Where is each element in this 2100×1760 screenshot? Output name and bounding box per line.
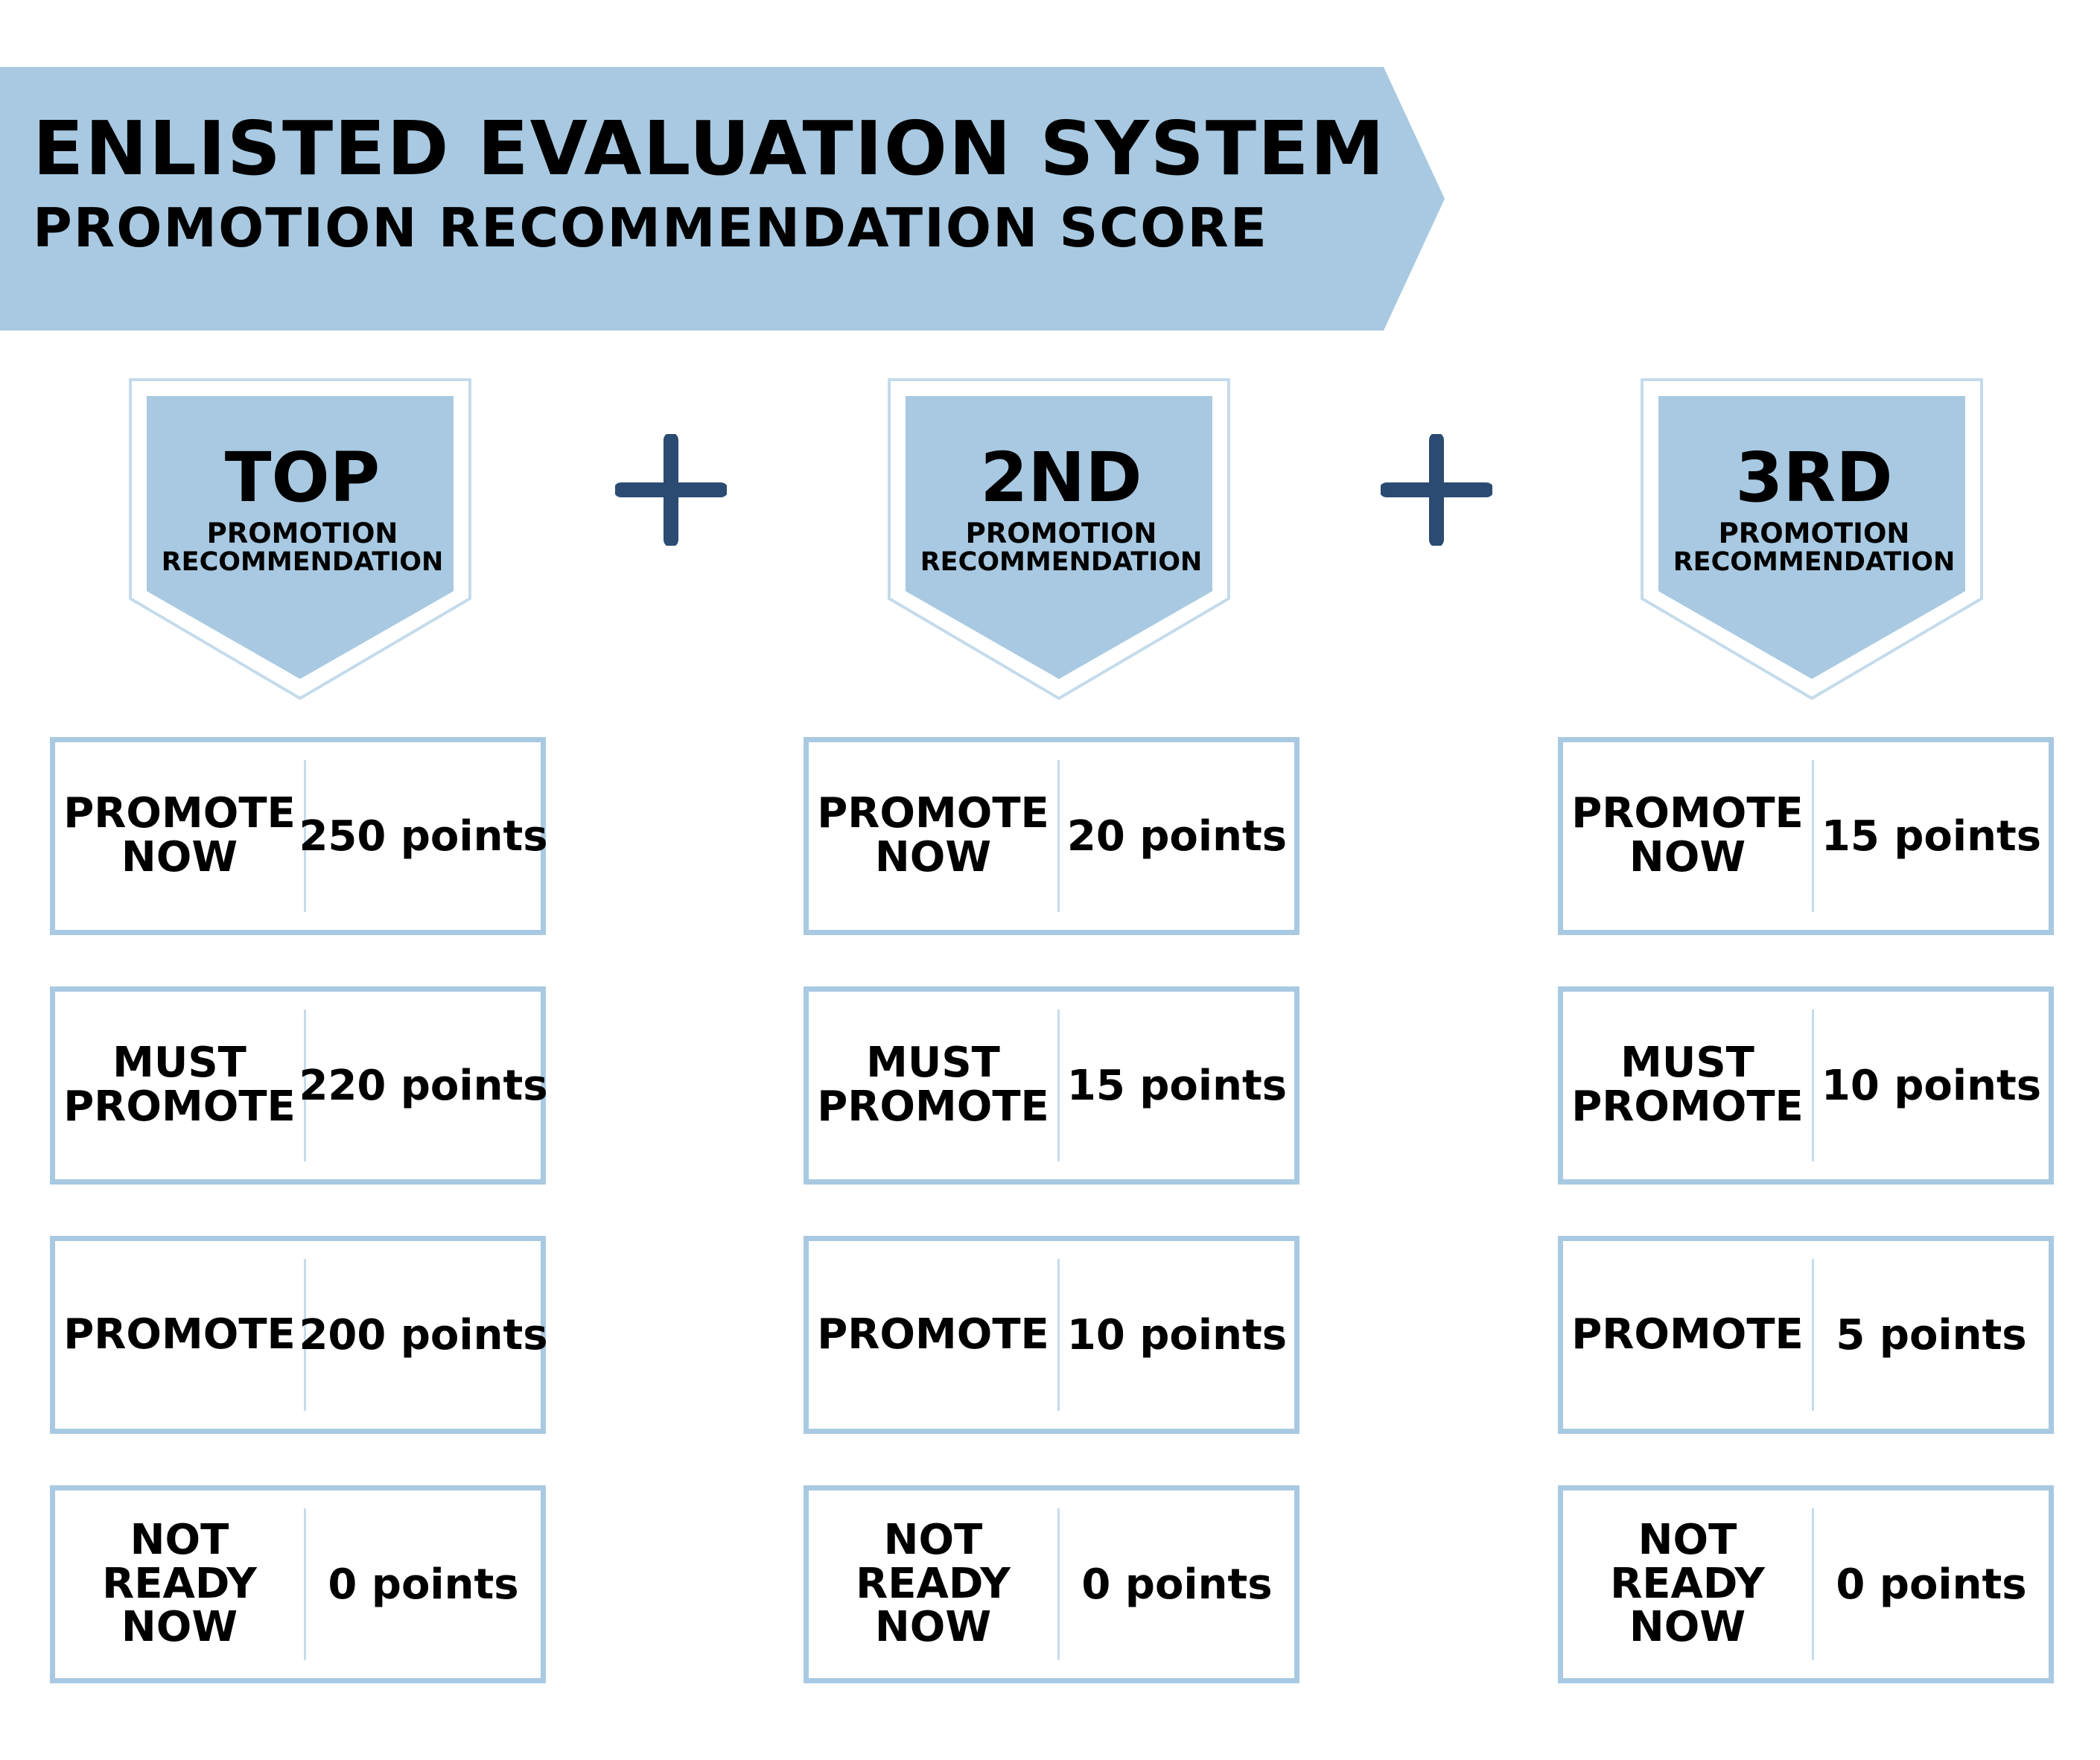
label-line: NOT <box>1638 1515 1737 1564</box>
page-subtitle: PROMOTION RECOMMENDATION SCORE <box>33 197 1268 259</box>
points-value: 0 points <box>328 1560 519 1609</box>
points-value: 15 points <box>1066 1061 1288 1110</box>
shield-3rd: 3RD PROMOTION RECOMMENDATION <box>1641 378 1988 700</box>
recommendation-label: MUST PROMOTE <box>55 992 304 1179</box>
card-divider <box>304 1259 306 1411</box>
shield-line-2: RECOMMENDATION <box>161 547 444 577</box>
card-divider <box>1812 1259 1814 1411</box>
score-card-promote-now: PROMOTE NOW 20 points <box>804 737 1299 935</box>
label-line: PROMOTE <box>817 1310 1049 1359</box>
shield-rank: 2ND <box>980 438 1142 517</box>
recommendation-label: MUST PROMOTE <box>1563 992 1812 1179</box>
points-value: 10 points <box>1821 1061 2042 1110</box>
score-card-must-promote: MUST PROMOTE 15 points <box>804 986 1299 1185</box>
score-card-promote-now: PROMOTE NOW 250 points <box>50 737 548 935</box>
shield-line-1: PROMOTION <box>965 517 1157 549</box>
shield-rank: TOP <box>224 438 381 517</box>
label-line: PROMOTE <box>1571 789 1804 838</box>
label-line: NOT <box>883 1515 983 1564</box>
page-title: ENLISTED EVALUATION SYSTEM <box>33 105 1386 192</box>
label-line: NOT <box>130 1515 229 1564</box>
card-divider <box>1812 760 1814 912</box>
shield-line-1: PROMOTION <box>1718 517 1910 549</box>
recommendation-label: NOT READY NOW <box>1563 1490 1812 1678</box>
card-divider <box>1057 1259 1060 1411</box>
card-divider <box>1057 1508 1060 1660</box>
score-card-must-promote: MUST PROMOTE 220 points <box>50 986 548 1185</box>
card-divider <box>1057 1010 1060 1161</box>
shield-shape-icon <box>129 378 471 700</box>
score-card-not-ready-now: NOT READY NOW 0 points <box>804 1485 1299 1683</box>
label-line: PROMOTE <box>817 789 1049 838</box>
recommendation-label: PROMOTE NOW <box>809 742 1057 930</box>
label-line: NOW <box>1629 833 1746 881</box>
score-card-must-promote: MUST PROMOTE 10 points <box>1558 986 2054 1185</box>
label-line: MUST <box>1620 1039 1754 1088</box>
header-banner <box>0 67 1445 331</box>
label-line: PROMOTE <box>63 789 296 838</box>
label-line: PROMOTE <box>817 1083 1049 1131</box>
recommendation-label: PROMOTE <box>55 1241 304 1429</box>
shield-shape-icon <box>1641 378 1983 700</box>
label-line: NOW <box>874 1603 992 1652</box>
shield-rank: 3RD <box>1735 438 1893 517</box>
recommendation-label: PROMOTE <box>809 1241 1057 1429</box>
recommendation-label: MUST PROMOTE <box>809 992 1057 1179</box>
plus-icon <box>615 434 727 546</box>
score-card-promote: PROMOTE 200 points <box>50 1236 548 1434</box>
label-line: PROMOTE <box>1571 1083 1804 1131</box>
recommendation-label: PROMOTE <box>1563 1241 1812 1429</box>
points-value: 20 points <box>1066 812 1288 861</box>
label-line: NOW <box>1629 1603 1746 1652</box>
card-divider <box>1812 1010 1814 1161</box>
shield-line-2: RECOMMENDATION <box>1673 547 1956 577</box>
label-line: NOW <box>121 833 238 881</box>
points-value: 15 points <box>1821 812 2042 861</box>
label-line: PROMOTE <box>1571 1310 1804 1359</box>
score-card-not-ready-now: NOT READY NOW 0 points <box>50 1485 546 1683</box>
points-value: 250 points <box>299 812 548 861</box>
points-value: 10 points <box>1066 1310 1288 1359</box>
card-divider <box>1057 760 1060 912</box>
shield-line-1: PROMOTION <box>206 517 398 549</box>
points-value: 0 points <box>1081 1560 1273 1609</box>
card-divider <box>304 760 306 912</box>
recommendation-label: NOT READY NOW <box>55 1490 304 1678</box>
label-line: READY <box>856 1559 1011 1608</box>
shield-2nd: 2ND PROMOTION RECOMMENDATION <box>888 378 1235 700</box>
points-value: 5 points <box>1836 1310 2027 1359</box>
shield-shape-icon <box>888 378 1230 700</box>
score-card-promote-now: PROMOTE NOW 15 points <box>1558 737 2054 935</box>
shield-top: TOP PROMOTION RECOMMENDATION <box>129 378 476 700</box>
label-line: PROMOTE <box>63 1310 296 1359</box>
label-line: MUST <box>866 1039 1000 1088</box>
plus-icon <box>1381 434 1492 546</box>
card-divider <box>304 1508 306 1660</box>
score-card-promote: PROMOTE 5 points <box>1558 1236 2054 1434</box>
points-value: 0 points <box>1836 1560 2027 1609</box>
label-line: PROMOTE <box>63 1083 296 1131</box>
recommendation-label: NOT READY NOW <box>809 1490 1057 1678</box>
shield-line-2: RECOMMENDATION <box>920 547 1203 577</box>
points-value: 200 points <box>299 1310 548 1359</box>
label-line: READY <box>1610 1559 1765 1608</box>
card-divider <box>304 1010 306 1161</box>
label-line: NOW <box>121 1603 238 1652</box>
recommendation-label: PROMOTE NOW <box>1563 742 1812 930</box>
label-line: NOW <box>874 833 992 881</box>
label-line: MUST <box>112 1039 246 1088</box>
score-card-not-ready-now: NOT READY NOW 0 points <box>1558 1485 2054 1683</box>
score-card-promote: PROMOTE 10 points <box>804 1236 1299 1434</box>
label-line: READY <box>102 1559 257 1608</box>
points-value: 220 points <box>299 1061 548 1110</box>
card-divider <box>1812 1508 1814 1660</box>
recommendation-label: PROMOTE NOW <box>55 742 304 930</box>
